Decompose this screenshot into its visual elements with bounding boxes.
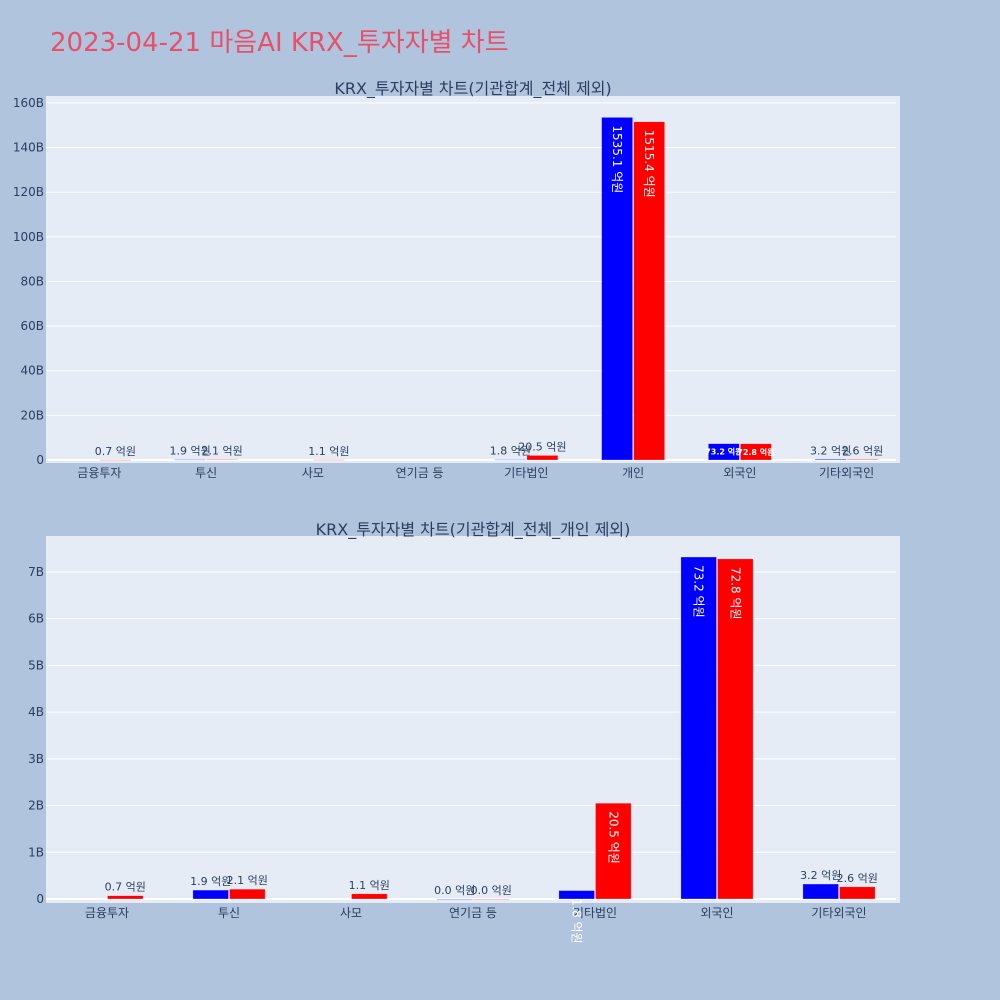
chart-title: KRX_투자자별 차트(기관합계_전체 제외)	[334, 79, 611, 99]
y-tick-label: 7B	[28, 565, 44, 579]
plot-area	[46, 96, 900, 463]
x-tick-label: 사모	[302, 466, 324, 480]
x-tick-label: 기타외국인	[811, 906, 866, 920]
y-tick-label: 1B	[28, 845, 44, 859]
bar[interactable]	[526, 455, 559, 461]
bar[interactable]	[846, 459, 879, 461]
bar-value-label: 0.7 억원	[105, 881, 146, 894]
bar-value-label: 2.6 억원	[837, 872, 878, 885]
bar[interactable]	[839, 886, 876, 900]
chart-2: 0 1B 2B 3B 4B 5B 6B 7B KRX_투자자별 차트(기관합계_전체_개인 제외…	[28, 520, 900, 944]
plot-area	[46, 536, 900, 903]
bar[interactable]	[494, 459, 527, 461]
bar[interactable]	[680, 556, 717, 900]
bar[interactable]	[473, 898, 510, 900]
bar-value-label: 0.0 억원	[471, 884, 512, 897]
bar[interactable]	[595, 802, 632, 900]
y-tick-label: 0	[36, 453, 44, 467]
y-tick-label: 40B	[20, 364, 44, 378]
bar-value-label: 3.2 억원	[800, 869, 841, 882]
bar-value-label: 2.1 억원	[227, 874, 268, 887]
y-tick-label: 80B	[20, 274, 44, 288]
y-tick-label: 160B	[13, 96, 44, 110]
y-tick-label: 100B	[13, 230, 44, 244]
x-tick-label: 연기금 등	[396, 466, 444, 480]
bar-value-label: 1.8 억원	[490, 445, 531, 458]
bar[interactable]	[351, 893, 388, 900]
bar-value-label: 72.8 억원	[737, 447, 774, 457]
bar[interactable]	[633, 121, 665, 461]
bar[interactable]	[107, 895, 144, 900]
bar[interactable]	[229, 888, 266, 900]
bar[interactable]	[174, 459, 206, 461]
bar[interactable]	[601, 117, 633, 461]
bar-value-label: 73.2 억원	[705, 447, 742, 457]
x-tick-label: 기타법인	[504, 466, 548, 480]
bar-value-label: 0.0 억원	[434, 884, 475, 897]
bar-value-label: 2.1 억원	[202, 445, 243, 458]
x-tick-label: 외국인	[700, 906, 733, 920]
bar[interactable]	[313, 459, 345, 461]
y-tick-label: 140B	[13, 141, 44, 155]
chart-title: KRX_투자자별 차트(기관합계_전체_개인 제외)	[316, 520, 631, 540]
x-tick-label: 연기금 등	[449, 906, 497, 920]
bar[interactable]	[99, 459, 132, 461]
bar[interactable]	[802, 883, 839, 900]
bar-value-label: 73.2 억원	[692, 565, 706, 618]
y-tick-label: 20B	[20, 408, 44, 422]
y-tick-label: 5B	[28, 658, 44, 672]
x-tick-label: 외국인	[723, 466, 756, 480]
bar[interactable]	[814, 459, 847, 461]
bar-value-label: 20.5 억원	[606, 811, 620, 864]
bar-value-label: 2.6 억원	[842, 444, 883, 457]
bar[interactable]	[192, 889, 229, 900]
bar[interactable]	[740, 443, 772, 461]
bar-value-label: 3.2 억원	[810, 444, 851, 457]
x-tick-label: 투신	[218, 906, 240, 920]
y-tick-label: 2B	[28, 799, 44, 813]
bar-value-label: 1.8 억원	[570, 899, 584, 944]
bar-value-label: 1535.1 억원	[610, 125, 624, 193]
x-tick-label: 개인	[622, 466, 644, 480]
bar-value-label: 1.1 억원	[308, 445, 349, 458]
y-tick-label: 3B	[28, 752, 44, 766]
x-tick-label: 투신	[195, 466, 217, 480]
bar-value-label: 1515.4 억원	[642, 130, 656, 198]
y-tick-label: 4B	[28, 705, 44, 719]
y-tick-label: 6B	[28, 612, 44, 626]
x-tick-label: 기타법인	[573, 906, 617, 920]
bar-value-label: 20.5 억원	[518, 440, 566, 453]
bar[interactable]	[206, 459, 238, 461]
page-title: 2023-04-21 마음AI KRX_투자자별 차트	[50, 28, 509, 58]
y-tick-label: 60B	[20, 319, 44, 333]
x-tick-label: 사모	[340, 906, 362, 920]
bar[interactable]	[708, 443, 740, 461]
bar-value-label: 0.7 억원	[95, 445, 136, 458]
bar[interactable]	[436, 898, 473, 900]
bar[interactable]	[558, 890, 595, 900]
x-tick-label: 금융투자	[85, 906, 129, 920]
bar-value-label: 1.9 억원	[190, 875, 231, 888]
y-tick-label: 0	[36, 892, 44, 906]
bar-value-label: 72.8 억원	[728, 567, 742, 620]
bar-value-label: 1.9 억원	[169, 445, 210, 458]
x-tick-label: 금융투자	[77, 466, 121, 480]
bar-value-label: 1.1 억원	[349, 879, 390, 892]
x-tick-label: 기타외국인	[819, 466, 874, 480]
chart-1: 0 20B 40B 60B 80B 100B 120B 140B 160B KRX_투자자별 차트…	[13, 79, 900, 480]
y-tick-label: 120B	[13, 185, 44, 199]
bar[interactable]	[717, 558, 754, 900]
